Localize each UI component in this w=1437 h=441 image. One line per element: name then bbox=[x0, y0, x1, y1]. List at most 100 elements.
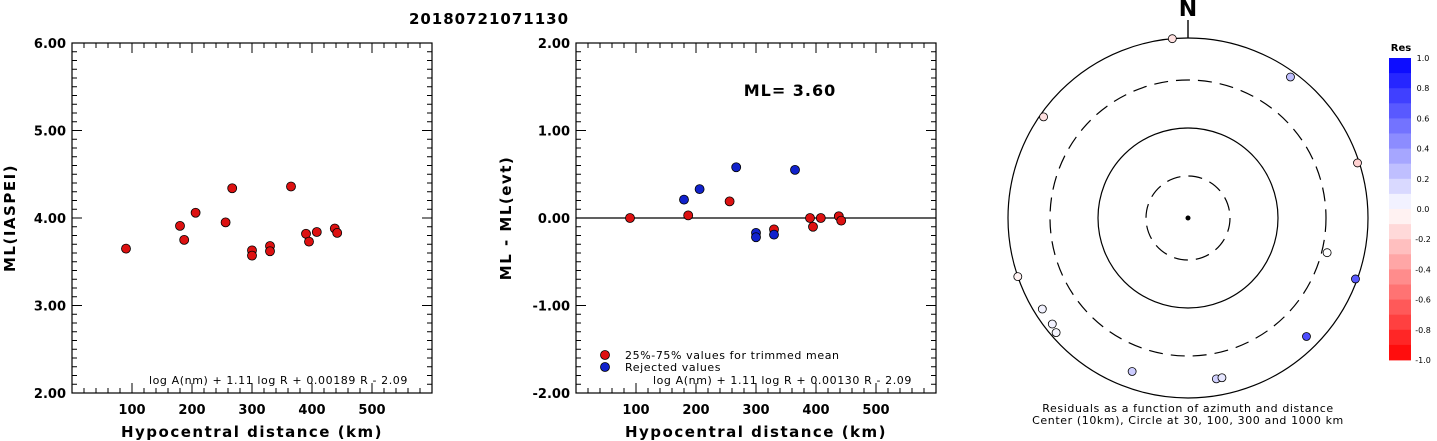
left-tick-marks bbox=[71, 42, 433, 394]
middle-x-tick-label: 200 bbox=[682, 403, 709, 418]
middle-tick-marks bbox=[575, 42, 937, 394]
range-circle-100km bbox=[1097, 127, 1279, 309]
station-point bbox=[1047, 319, 1057, 329]
range-circle-300km bbox=[1049, 79, 1327, 357]
colorbar-label: -0.8 bbox=[1415, 326, 1431, 335]
station-point bbox=[1013, 272, 1023, 282]
middle-formula: log A(nm) + 1.11 log R + 0.00130 R - 2.0… bbox=[653, 374, 912, 387]
station-point bbox=[1167, 34, 1177, 44]
range-circle-1000km bbox=[1007, 37, 1369, 399]
data-point bbox=[769, 229, 779, 240]
middle-y-axis-label: ML - ML(evt) bbox=[497, 156, 515, 280]
data-point bbox=[808, 221, 818, 232]
azimuth-residual-plot: N Residuals as a function of azimuth and… bbox=[1007, 0, 1369, 427]
data-point bbox=[286, 181, 296, 192]
colorbar-label: 1.0 bbox=[1417, 54, 1430, 63]
left-x-tick-labels: 100 200 300 400 500 bbox=[118, 403, 385, 418]
data-point bbox=[227, 183, 238, 194]
colorbar-cell bbox=[1389, 239, 1411, 255]
colorbar-label: 0.4 bbox=[1417, 145, 1430, 154]
left-x-tick-label: 300 bbox=[238, 403, 265, 418]
colorbar-cell bbox=[1389, 254, 1411, 270]
middle-y-tick-label: 0.00 bbox=[538, 212, 570, 227]
data-point bbox=[311, 227, 322, 237]
colorbar-title: Res bbox=[1391, 43, 1411, 54]
station-point bbox=[1351, 274, 1360, 284]
data-point bbox=[175, 220, 185, 231]
colorbar-label: -0.4 bbox=[1415, 265, 1431, 274]
colorbar-cell bbox=[1389, 88, 1411, 104]
epicenter-dot bbox=[1185, 215, 1191, 221]
colorbar-cell bbox=[1389, 329, 1411, 346]
colorbar-cell bbox=[1389, 299, 1411, 316]
colorbar-cell bbox=[1389, 224, 1411, 240]
left-data-points bbox=[121, 181, 343, 261]
left-y-tick-labels: 2.00 3.00 4.00 5.00 6.00 bbox=[34, 37, 66, 402]
colorbar-label: 0.8 bbox=[1417, 84, 1430, 93]
middle-x-tick-label: 500 bbox=[862, 403, 889, 418]
data-point bbox=[683, 210, 694, 221]
data-point bbox=[247, 250, 257, 261]
station-point bbox=[1286, 72, 1295, 82]
station-point bbox=[1217, 373, 1227, 383]
colorbar-cells bbox=[1389, 58, 1411, 361]
left-y-axis-label: ML(IASPEI) bbox=[1, 164, 19, 272]
data-point bbox=[815, 213, 826, 223]
middle-y-tick-label: -1.00 bbox=[533, 300, 570, 315]
colorbar-cell bbox=[1389, 58, 1411, 74]
data-point bbox=[836, 215, 847, 226]
polar-caption-2: Center (10km), Circle at 30, 100, 300 an… bbox=[1032, 414, 1344, 427]
legend-label-rejected: Rejected values bbox=[625, 361, 721, 374]
middle-y-tick-labels: -2.00 -1.00 0.00 1.00 2.00 bbox=[533, 37, 570, 402]
data-point bbox=[304, 236, 314, 247]
station-point bbox=[1353, 158, 1362, 168]
left-x-tick-label: 100 bbox=[118, 403, 145, 418]
data-point bbox=[679, 194, 689, 205]
data-point bbox=[694, 184, 705, 195]
left-x-tick-label: 200 bbox=[178, 403, 205, 418]
data-point bbox=[625, 213, 635, 223]
middle-y-tick-label: 1.00 bbox=[538, 125, 570, 140]
legend-label-trimmed: 25%-75% values for trimmed mean bbox=[625, 349, 840, 362]
colorbar-label: -0.6 bbox=[1415, 296, 1431, 305]
polar-caption-1: Residuals as a function of azimuth and d… bbox=[1042, 402, 1333, 415]
north-label: N bbox=[1179, 0, 1197, 22]
legend-marker-trimmed bbox=[600, 350, 610, 360]
colorbar-cell bbox=[1389, 103, 1411, 119]
colorbar-cell bbox=[1389, 118, 1411, 134]
colorbar-cell bbox=[1389, 133, 1411, 149]
data-point bbox=[179, 234, 190, 245]
ml-residual-chart: -2.00 -1.00 0.00 1.00 2.00 100 200 300 4… bbox=[497, 37, 937, 441]
colorbar-cell bbox=[1389, 163, 1411, 180]
colorbar-label: -0.2 bbox=[1415, 235, 1431, 244]
middle-legend: 25%-75% values for trimmed mean Rejected… bbox=[600, 349, 840, 374]
left-y-tick-label: 6.00 bbox=[34, 37, 66, 52]
left-formula: log A(nm) + 1.11 log R + 0.00189 R - 2.0… bbox=[149, 374, 408, 387]
left-x-tick-label: 500 bbox=[358, 403, 385, 418]
colorbar-labels: 1.0 0.8 0.6 0.4 0.2 0.0 -0.2 -0.4 -0.6 -… bbox=[1415, 54, 1431, 365]
colorbar-cell bbox=[1389, 209, 1411, 225]
residual-colorbar: Res 1.0 0.8 0.6 0.4 0.2 0.0 -0.2 -0.4 -0… bbox=[1389, 43, 1431, 365]
colorbar-label: 0.0 bbox=[1417, 205, 1430, 214]
ml-annotation: ML= 3.60 bbox=[744, 81, 837, 100]
left-y-tick-label: 4.00 bbox=[34, 212, 66, 227]
data-point bbox=[190, 207, 201, 218]
colorbar-cell bbox=[1389, 344, 1411, 361]
middle-x-axis-label: Hypocentral distance (km) bbox=[625, 423, 887, 441]
figure-title: 20180721071130 bbox=[409, 10, 569, 28]
station-point bbox=[1322, 248, 1332, 258]
data-point bbox=[724, 196, 735, 207]
ml-vs-distance-chart: 2.00 3.00 4.00 5.00 6.00 100 200 300 400… bbox=[1, 37, 433, 441]
left-y-tick-label: 3.00 bbox=[34, 300, 66, 315]
middle-x-tick-label: 300 bbox=[742, 403, 769, 418]
legend-marker-rejected bbox=[600, 362, 610, 372]
middle-y-tick-label: 2.00 bbox=[538, 37, 570, 52]
data-point bbox=[805, 213, 815, 223]
colorbar-label: 0.6 bbox=[1417, 114, 1430, 123]
data-point bbox=[332, 227, 343, 238]
station-point bbox=[1039, 112, 1048, 122]
left-y-tick-label: 5.00 bbox=[34, 125, 66, 140]
data-point bbox=[121, 243, 131, 254]
middle-data-points bbox=[625, 162, 847, 243]
